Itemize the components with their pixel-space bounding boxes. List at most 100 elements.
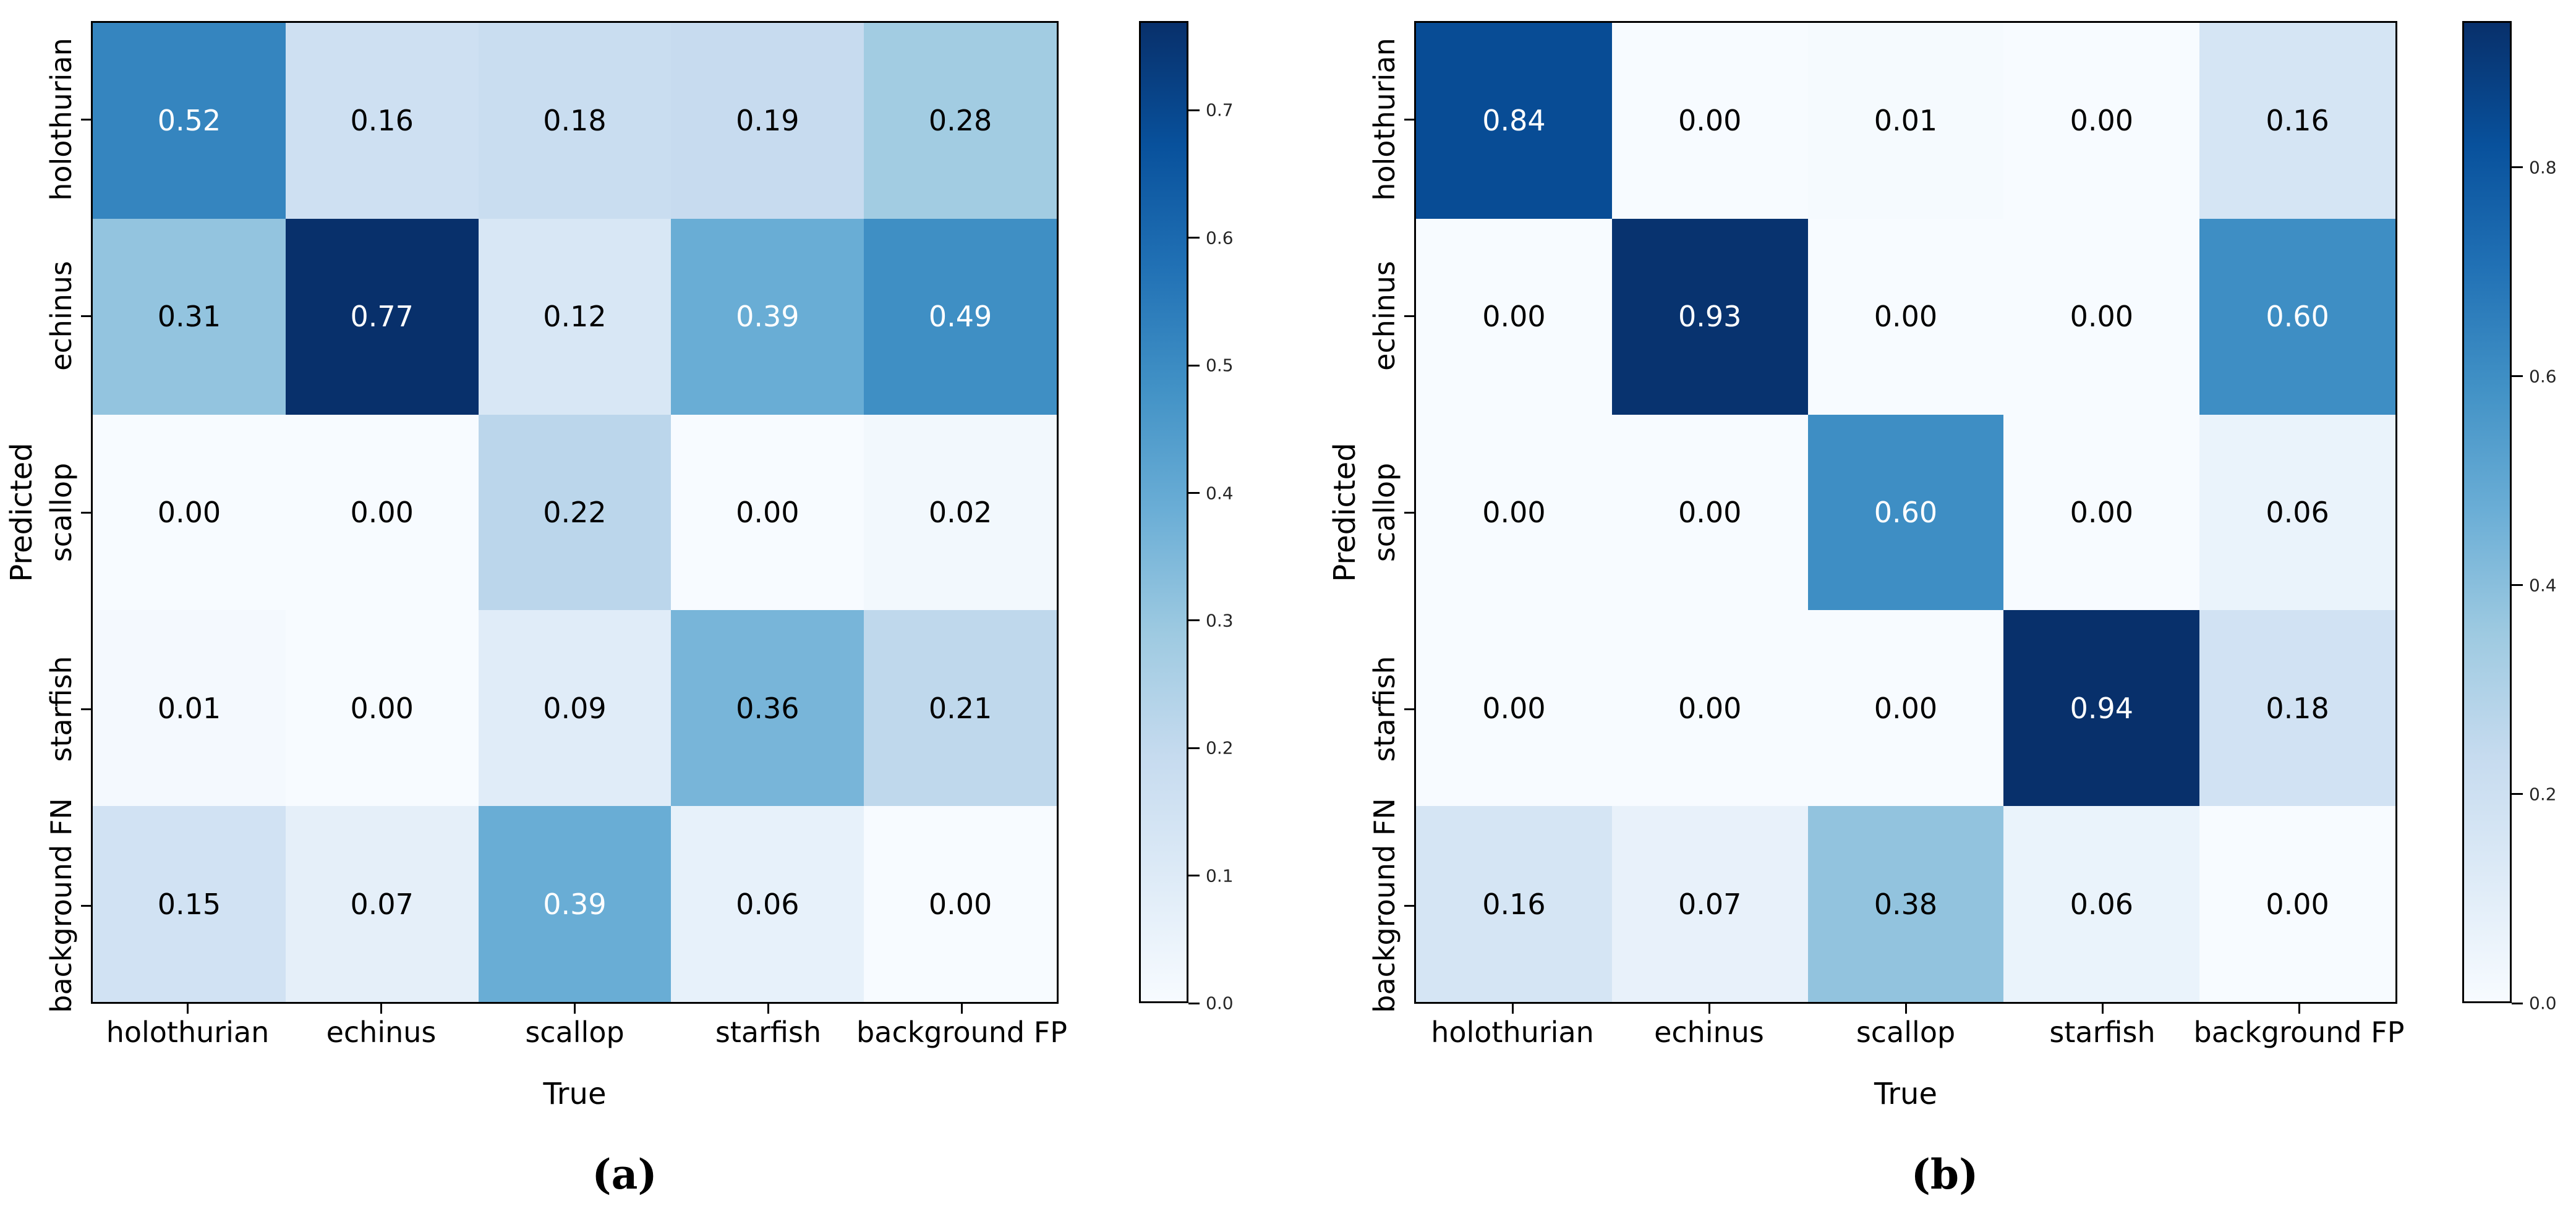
heatmap-cell: 0.00 bbox=[2003, 414, 2200, 611]
x-tick-label: echinus bbox=[1654, 1016, 1764, 1049]
heatmap-cell: 0.39 bbox=[478, 806, 672, 1002]
heatmap-cell: 0.01 bbox=[93, 610, 286, 807]
x-tick-label: echinus bbox=[326, 1016, 437, 1049]
colorbar-tick-label: 0.0 bbox=[1206, 993, 1234, 1014]
colorbar-tick-mark bbox=[1188, 619, 1200, 622]
cell-value: 0.36 bbox=[736, 691, 800, 725]
y-tick-mark bbox=[81, 118, 91, 121]
cell-value: 0.19 bbox=[736, 104, 800, 138]
y-tick-label: background FN bbox=[1368, 798, 1401, 1013]
y-tick-label: scallop bbox=[45, 462, 78, 562]
heatmap-cell: 0.00 bbox=[1611, 23, 1808, 219]
y-tick-label: starfish bbox=[1368, 656, 1401, 762]
x-tick-label: scallop bbox=[525, 1016, 625, 1049]
cell-value: 0.93 bbox=[1678, 300, 1742, 334]
x-axis-label: True bbox=[1874, 1077, 1937, 1111]
heatmap-cell: 0.07 bbox=[285, 806, 479, 1002]
heatmap-cell: 0.18 bbox=[2199, 610, 2395, 807]
y-tick-mark bbox=[1404, 511, 1414, 514]
cell-value: 0.00 bbox=[736, 495, 800, 529]
cell-value: 0.94 bbox=[2070, 691, 2133, 725]
heatmap-cell: 0.60 bbox=[1807, 414, 2004, 611]
heatmap-cell: 0.00 bbox=[2003, 218, 2200, 415]
cell-value: 0.18 bbox=[543, 104, 607, 138]
colorbar-tick-label: 0.8 bbox=[2529, 157, 2557, 178]
cell-value: 0.28 bbox=[928, 104, 992, 138]
heatmap-cell: 0.19 bbox=[671, 23, 864, 219]
heatmap-cell: 0.02 bbox=[864, 414, 1057, 611]
x-tick-label: starfish bbox=[715, 1016, 822, 1049]
cell-value: 0.02 bbox=[928, 495, 992, 529]
y-tick-label: scallop bbox=[1368, 462, 1401, 562]
colorbar bbox=[1139, 21, 1188, 1003]
x-tick-mark bbox=[380, 1004, 382, 1014]
colorbar-tick-mark bbox=[1188, 1002, 1200, 1004]
x-tick-label: holothurian bbox=[1431, 1016, 1594, 1049]
x-tick-label: holothurian bbox=[106, 1016, 270, 1049]
heatmap-cell: 0.06 bbox=[2003, 806, 2200, 1002]
cell-value: 0.52 bbox=[157, 104, 221, 138]
cell-value: 0.00 bbox=[1482, 300, 1546, 334]
cell-value: 0.00 bbox=[1482, 691, 1546, 725]
colorbar-tick-mark bbox=[2512, 375, 2523, 378]
colorbar-tick-label: 0.6 bbox=[2529, 366, 2557, 387]
heatmap-cell: 0.00 bbox=[93, 414, 286, 611]
cell-value: 0.77 bbox=[350, 300, 414, 334]
cell-value: 0.00 bbox=[2070, 495, 2133, 529]
y-tick-mark bbox=[81, 904, 91, 907]
cell-value: 0.00 bbox=[2070, 300, 2133, 334]
colorbar-tick-mark bbox=[1188, 109, 1200, 111]
cell-value: 0.06 bbox=[2070, 887, 2133, 921]
colorbar-tick-mark bbox=[2512, 584, 2523, 587]
heatmap-cell: 0.00 bbox=[1416, 610, 1612, 807]
cell-value: 0.84 bbox=[1482, 104, 1546, 138]
y-tick-mark bbox=[1404, 708, 1414, 710]
cell-value: 0.21 bbox=[928, 691, 992, 725]
cell-value: 0.00 bbox=[2070, 104, 2133, 138]
heatmap-cell: 0.52 bbox=[93, 23, 286, 219]
heatmap-cell: 0.16 bbox=[285, 23, 479, 219]
x-tick-mark bbox=[574, 1004, 576, 1014]
cell-value: 0.16 bbox=[350, 104, 414, 138]
colorbar-tick-mark bbox=[1188, 364, 1200, 367]
x-tick-mark bbox=[2101, 1004, 2104, 1014]
y-axis-label: Predicted bbox=[1328, 443, 1362, 582]
heatmap-cell: 0.00 bbox=[1807, 218, 2004, 415]
cell-value: 0.01 bbox=[1874, 104, 1938, 138]
heatmap-cell: 0.01 bbox=[1807, 23, 2004, 219]
y-tick-mark bbox=[1404, 904, 1414, 907]
cell-value: 0.06 bbox=[736, 887, 800, 921]
y-tick-label: background FN bbox=[45, 798, 78, 1013]
y-tick-mark bbox=[81, 511, 91, 514]
heatmap-cell: 0.36 bbox=[671, 610, 864, 807]
cell-value: 0.18 bbox=[2266, 691, 2329, 725]
heatmap-cell: 0.15 bbox=[93, 806, 286, 1002]
colorbar-tick-mark bbox=[2512, 793, 2523, 795]
x-tick-mark bbox=[1511, 1004, 1514, 1014]
cell-value: 0.22 bbox=[543, 495, 607, 529]
cell-value: 0.00 bbox=[1874, 300, 1938, 334]
heatmap-cell: 0.00 bbox=[2003, 23, 2200, 219]
heatmap-cell: 0.00 bbox=[285, 414, 479, 611]
colorbar-tick-label: 0.6 bbox=[1206, 227, 1234, 248]
x-tick-mark bbox=[1708, 1004, 1710, 1014]
colorbar-tick-label: 0.2 bbox=[2529, 784, 2557, 805]
heatmap-cell: 0.06 bbox=[2199, 414, 2395, 611]
colorbar bbox=[2462, 21, 2512, 1003]
heatmap-cell: 0.38 bbox=[1807, 806, 2004, 1002]
cell-value: 0.16 bbox=[2266, 104, 2329, 138]
y-tick-mark bbox=[1404, 118, 1414, 121]
x-tick-mark bbox=[1904, 1004, 1907, 1014]
colorbar-tick-mark bbox=[1188, 237, 1200, 239]
heatmap-cell: 0.07 bbox=[1611, 806, 1808, 1002]
colorbar-tick-label: 0.3 bbox=[1206, 610, 1234, 631]
x-tick-label: starfish bbox=[2049, 1016, 2156, 1049]
colorbar-tick-label: 0.4 bbox=[2529, 575, 2557, 596]
cell-value: 0.12 bbox=[543, 300, 607, 334]
cell-value: 0.39 bbox=[543, 887, 607, 921]
cell-value: 0.09 bbox=[543, 691, 607, 725]
cell-value: 0.00 bbox=[1678, 495, 1742, 529]
colorbar-tick-label: 0.0 bbox=[2529, 993, 2557, 1014]
x-axis-label: True bbox=[543, 1077, 607, 1111]
cell-value: 0.60 bbox=[1874, 495, 1938, 529]
